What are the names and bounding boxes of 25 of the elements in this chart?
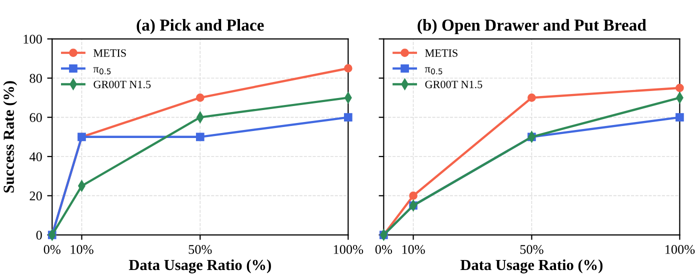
x-tick-label: 10% bbox=[70, 245, 94, 254]
y-tick-label: 0 bbox=[36, 230, 42, 240]
legend-label: METIS bbox=[425, 49, 458, 57]
y-tick-label: 40 bbox=[29, 152, 42, 162]
legend-label: π$_{0.5}$ bbox=[424, 67, 442, 74]
y-tick-label: 60 bbox=[30, 113, 42, 122]
legend-label: GR00T N1.5 bbox=[94, 80, 151, 88]
legend-label: GR00T N1.5 bbox=[425, 80, 482, 88]
y-tick-label: 20 bbox=[30, 192, 42, 200]
x-tick-label: 0% bbox=[44, 245, 60, 254]
chart-title: (b) Open Drawer and Put Bread bbox=[418, 19, 646, 34]
x-tick-label: 0% bbox=[375, 245, 392, 254]
x-tick-label: 50% bbox=[188, 245, 212, 254]
legend-label: π$_{0.5}$ bbox=[93, 67, 111, 74]
x-tick-label: 100% bbox=[334, 245, 364, 254]
x-tick-label: 50% bbox=[520, 245, 544, 254]
x-tick-label: 10% bbox=[402, 245, 425, 254]
y-axis-title: Success Rate (%) bbox=[3, 81, 18, 193]
legend-label: METIS bbox=[94, 49, 126, 57]
chart-title: (a) Pick and Place bbox=[136, 19, 264, 34]
x-tick-label: 100% bbox=[665, 245, 695, 254]
y-tick-label: 100 bbox=[24, 34, 42, 44]
x-axis-title: Data Usage Ratio (%) bbox=[128, 259, 271, 274]
y-tick-label: 80 bbox=[30, 74, 42, 83]
x-axis-title: Data Usage Ratio (%) bbox=[460, 259, 603, 274]
